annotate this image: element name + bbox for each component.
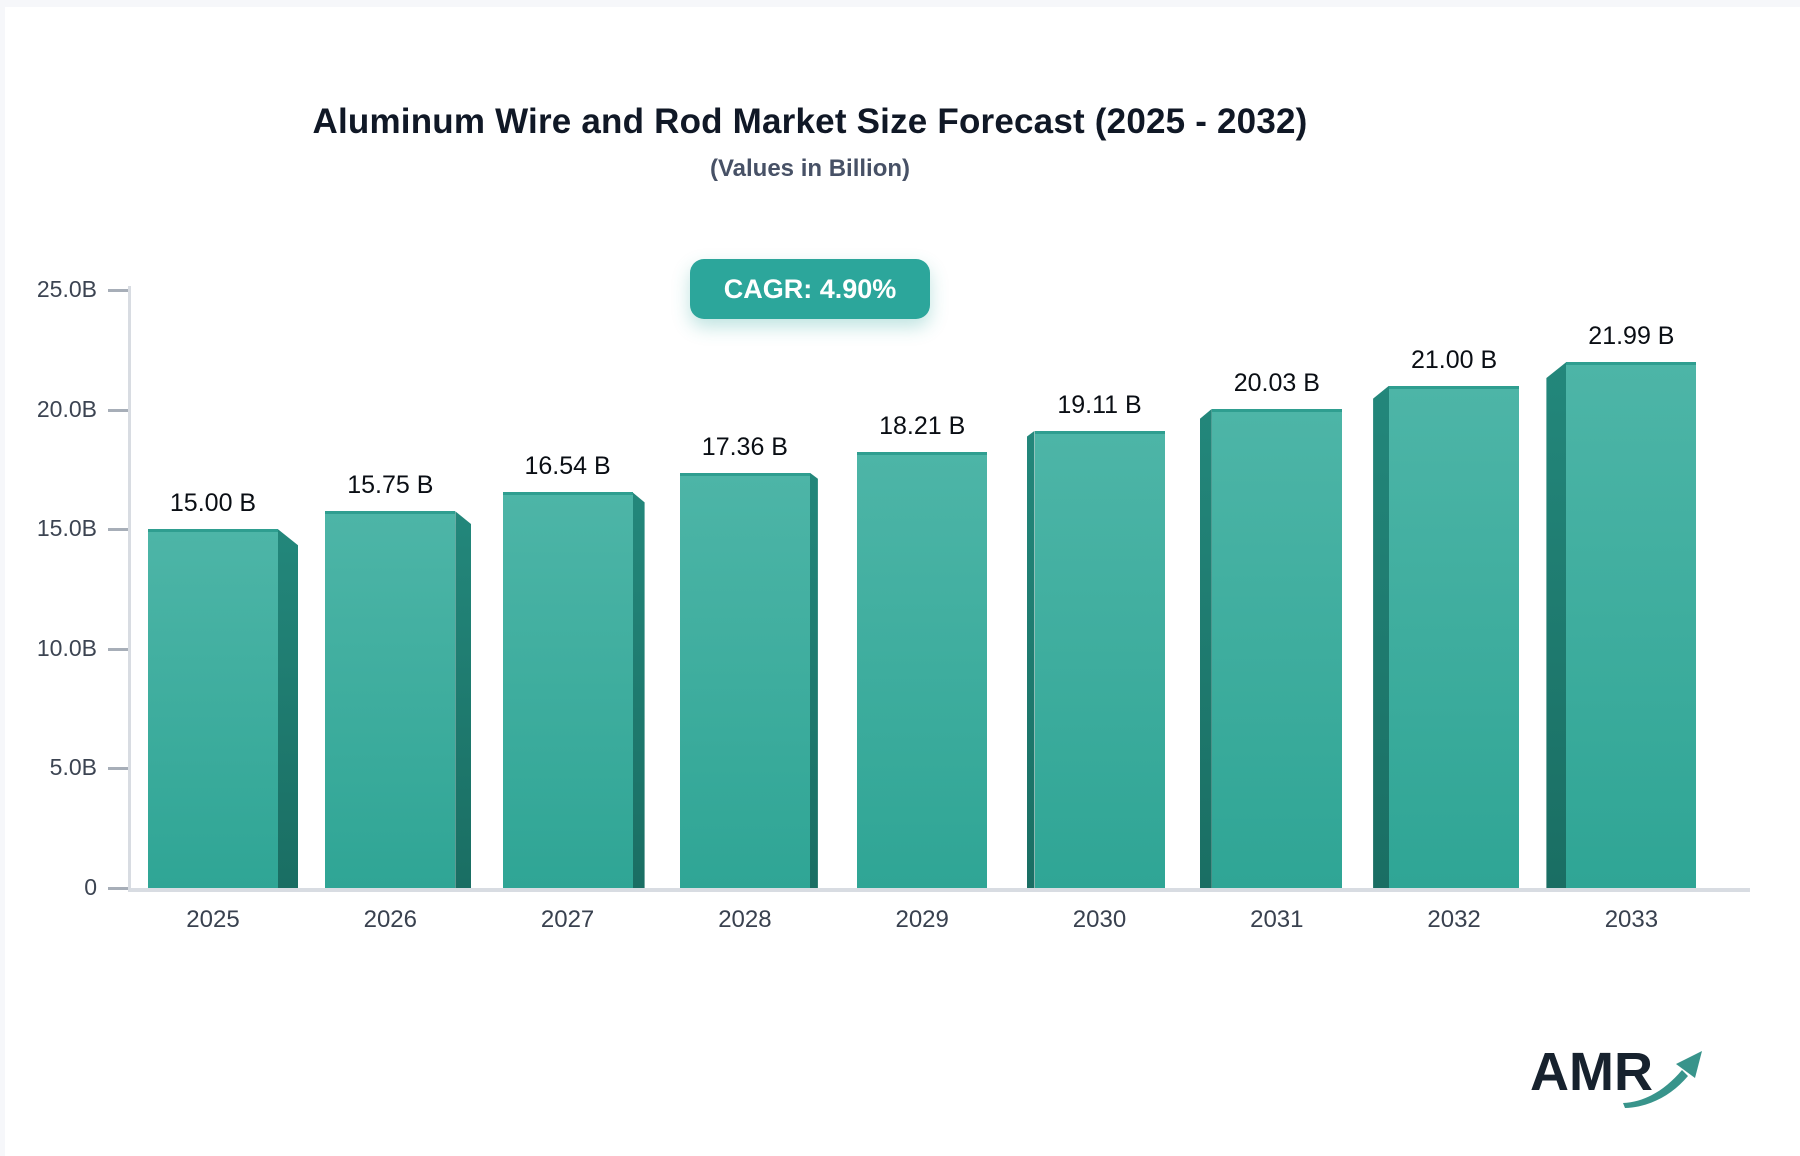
bar-side-2026 (455, 511, 472, 888)
bar-2029 (857, 452, 988, 888)
y-tick-label: 0 (84, 874, 97, 900)
y-tick-label: 15.0B (36, 515, 97, 542)
cagr-badge-label: CAGR: 4.90% (723, 273, 897, 304)
y-tick-label: 20.0B (36, 395, 97, 422)
y-tick-dash (108, 289, 128, 292)
bar-2027 (502, 492, 633, 888)
bar-side-2030 (1026, 430, 1035, 888)
bar-side-2027 (632, 492, 645, 888)
bar-side-2031 (1199, 408, 1212, 888)
amr-logo-text: AMR (1530, 1042, 1653, 1102)
bar-side-2033 (1546, 361, 1567, 888)
bar-2032 (1389, 385, 1520, 888)
bar-2030 (1034, 430, 1165, 888)
x-tick-label: 2033 (1604, 906, 1659, 933)
plot-area: 25.0B 20.0B 15.0B 10.0B 5.0B 0 15.00 B 2025 15.7… (5, 7, 1800, 1156)
cagr-badge: CAGR: 4.90% (690, 259, 930, 319)
bar-value-label: 17.36 B (701, 432, 788, 461)
x-tick-label: 2026 (363, 906, 417, 933)
y-tick-dash (108, 408, 128, 412)
x-tick-label: 2029 (895, 906, 949, 933)
y-tick-label: 25.0B (36, 276, 97, 302)
growth-arrow-icon (1623, 1051, 1702, 1108)
bar-2025 (148, 529, 278, 888)
bar-value-label: 19.11 B (1057, 390, 1142, 419)
x-tick-label: 2027 (540, 906, 595, 933)
bar-2031 (1211, 408, 1342, 888)
y-tick-dash (108, 528, 128, 532)
y-tick-dash (108, 887, 128, 890)
x-tick-label: 2025 (186, 906, 240, 933)
amr-logo: AMR (1530, 1037, 1790, 1137)
chart-subtitle: (Values in Billion) (709, 155, 911, 182)
bar-2026 (325, 511, 456, 888)
bar-value-label: 21.99 B (1588, 321, 1675, 350)
y-axis-line (128, 286, 131, 892)
x-tick-label: 2031 (1250, 906, 1304, 933)
y-tick-label: 5.0B (49, 754, 97, 781)
bar-value-label: 15.00 B (169, 489, 257, 518)
bar-side-2032 (1373, 385, 1390, 888)
bar-2028 (679, 472, 810, 888)
chart-card: Aluminum Wire and Rod Market Size Foreca… (5, 7, 1800, 1156)
bar-value-label: 16.54 B (524, 452, 611, 481)
x-tick-label: 2032 (1427, 906, 1481, 933)
bar-value-label: 21.00 B (1411, 345, 1498, 374)
chart-title: Aluminum Wire and Rod Market Size Foreca… (312, 102, 1308, 141)
bar-value-label: 20.03 B (1233, 368, 1320, 397)
bar-value-label: 18.21 B (879, 412, 966, 441)
x-tick-label: 2028 (718, 906, 772, 933)
y-tick-dash (108, 647, 128, 651)
bar-2033 (1566, 361, 1697, 888)
bar-side-2028 (809, 472, 818, 888)
x-tick-label: 2030 (1072, 906, 1127, 933)
x-axis-line (128, 888, 1750, 892)
bar-side-2025 (278, 529, 298, 888)
y-tick-dash (108, 767, 128, 771)
y-tick-label: 10.0B (36, 634, 97, 661)
bar-value-label: 15.75 B (347, 471, 434, 500)
